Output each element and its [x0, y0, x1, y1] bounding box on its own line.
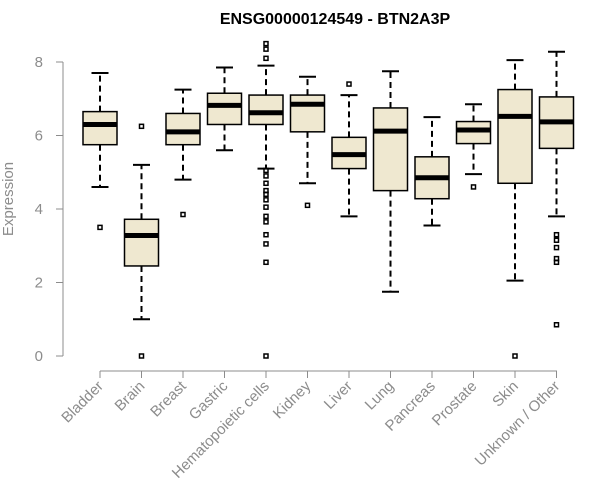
category-label: Liver	[321, 378, 356, 413]
box-bladder	[82, 72, 118, 231]
box-unknown-other	[538, 50, 575, 328]
outlier-point	[263, 191, 269, 198]
category-label: Lung	[362, 378, 398, 414]
outlier-point	[138, 353, 145, 359]
outlier-point	[263, 204, 269, 210]
category-label: Bladder	[58, 378, 107, 427]
box-breast	[165, 88, 201, 218]
outlier-point	[263, 180, 269, 187]
iqr-box	[497, 88, 533, 185]
outlier-point	[263, 40, 269, 47]
y-tick-label: 4	[35, 201, 43, 218]
iqr-box	[123, 218, 160, 267]
box-kidney	[289, 75, 326, 209]
outlier-point	[512, 353, 518, 359]
box-prostate	[455, 103, 492, 190]
iqr-box	[165, 112, 201, 146]
iqr-box	[289, 94, 326, 133]
box-brain	[123, 123, 160, 359]
iqr-box	[206, 92, 243, 126]
outlier-point	[263, 173, 269, 179]
outlier-point	[553, 259, 560, 266]
y-axis-label: Expression	[0, 162, 17, 236]
outlier-point	[263, 231, 269, 238]
box-skin	[497, 59, 533, 359]
outlier-point	[263, 55, 269, 62]
box-hematopoietic-cells	[248, 40, 284, 359]
outlier-point	[180, 211, 186, 218]
outlier-point	[553, 322, 560, 328]
category-label: Breast	[147, 377, 190, 420]
chart-title: ENSG00000124549 - BTN2A3P	[220, 11, 451, 28]
boxes	[82, 40, 575, 359]
y-ticks: 0 2 4 6 8	[35, 54, 63, 365]
outlier-point	[263, 241, 269, 247]
category-label: Prostate	[429, 378, 481, 430]
outlier-point	[263, 197, 269, 203]
outlier-point	[263, 213, 269, 220]
outlier-point	[263, 167, 269, 174]
outlier-point	[263, 219, 269, 225]
outlier-point	[263, 46, 269, 52]
y-tick-label: 8	[35, 54, 43, 71]
outlier-point	[304, 202, 311, 209]
box-lung	[372, 70, 409, 293]
outlier-point	[346, 81, 352, 87]
outlier-point	[553, 231, 560, 238]
category-label: Brain	[112, 378, 149, 415]
outlier-point	[553, 237, 560, 243]
iqr-box	[372, 107, 409, 192]
iqr-box	[455, 120, 492, 145]
outlier-point	[470, 184, 477, 190]
outlier-point	[263, 353, 269, 359]
y-tick-label: 0	[35, 348, 43, 365]
iqr-box	[82, 110, 118, 146]
outlier-point	[97, 224, 103, 231]
box-pancreas	[414, 116, 450, 227]
y-tick-label: 2	[35, 275, 43, 292]
outlier-point	[138, 123, 145, 130]
iqr-box	[248, 94, 284, 126]
y-tick-label: 6	[35, 128, 43, 145]
outlier-point	[263, 259, 269, 266]
box-gastric	[206, 66, 243, 152]
outlier-point	[553, 244, 560, 251]
category-label: Skin	[489, 378, 522, 411]
box-liver	[331, 81, 367, 218]
category-label: Kidney	[270, 377, 315, 422]
